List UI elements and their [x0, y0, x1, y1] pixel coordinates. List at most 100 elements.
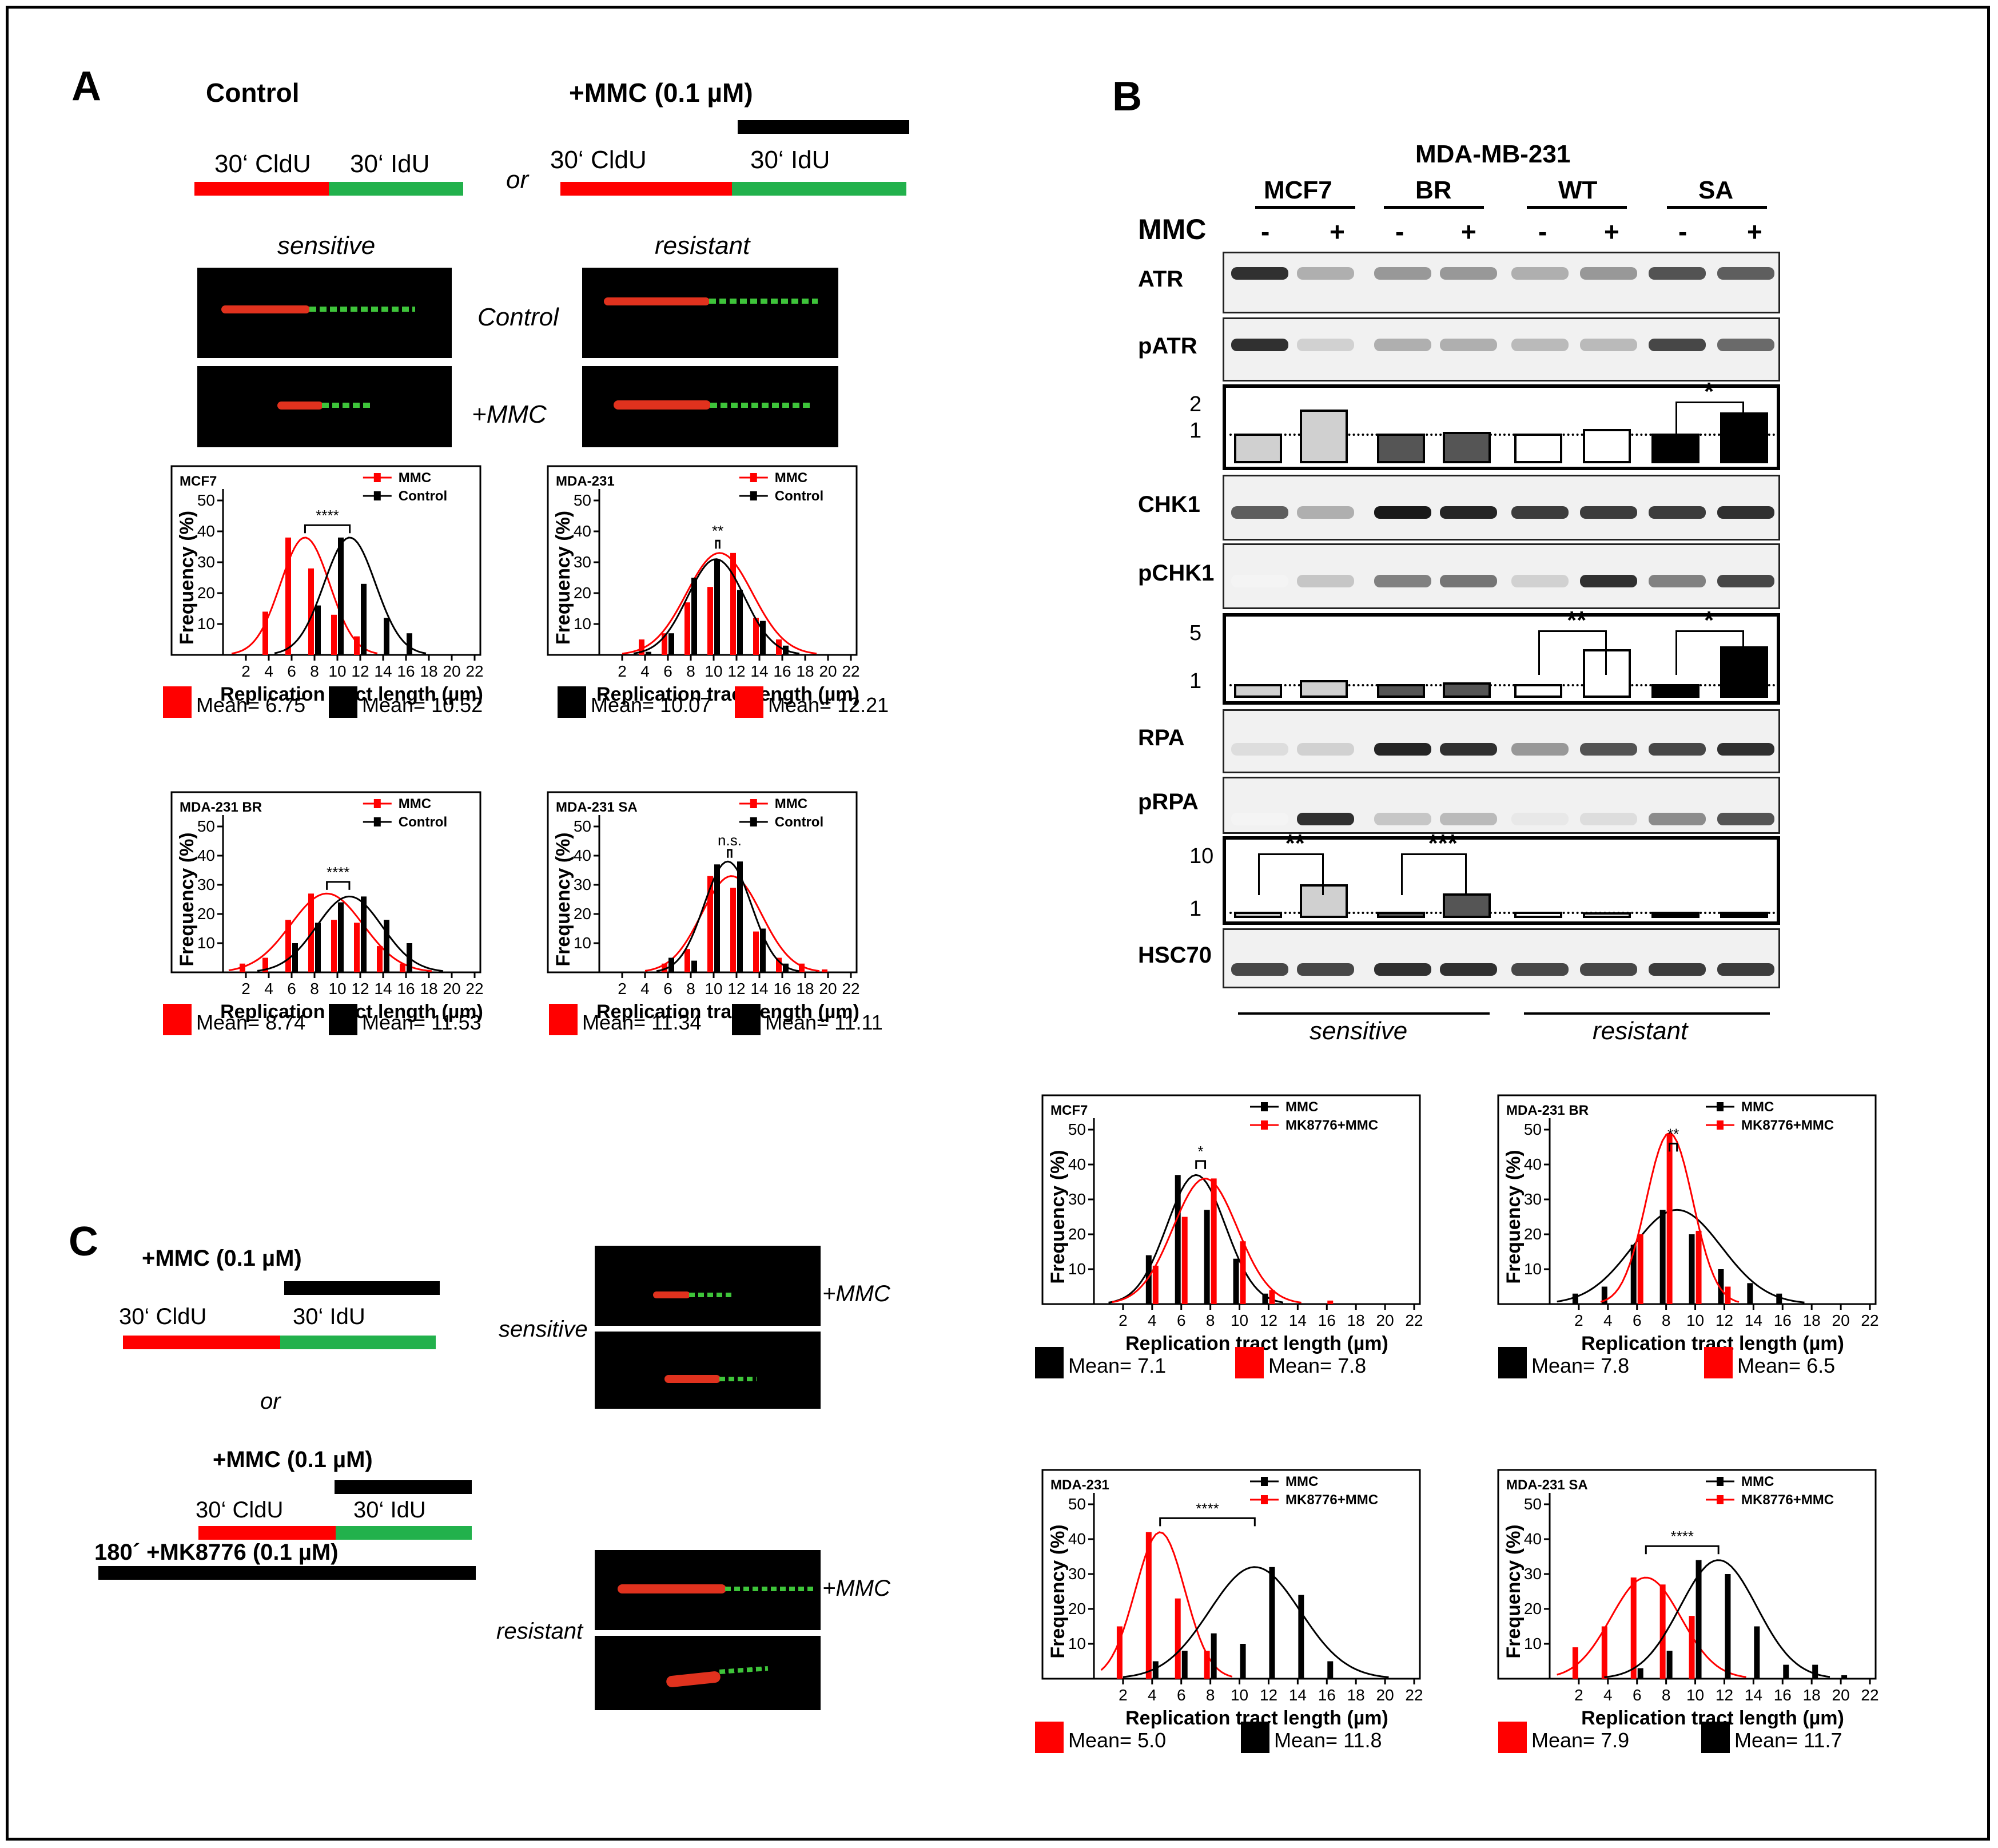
gaussian-fit: [1100, 1531, 1233, 1678]
blot-band: [1231, 267, 1288, 280]
blot-band: [1649, 575, 1706, 587]
histogram-bar: [285, 537, 291, 655]
c-fiber-sensitive-1: [595, 1246, 821, 1326]
histogram-bar: [684, 949, 690, 972]
x-tick-label: 2: [241, 662, 250, 680]
histogram-bar: [760, 621, 766, 655]
x-tick-label: 20: [1376, 1686, 1394, 1704]
histogram-bar: [1327, 1300, 1334, 1304]
sig-bracket: [727, 849, 733, 858]
mean-swatch: [1241, 1722, 1269, 1753]
legend-label: MMC: [399, 470, 431, 486]
blot-label: CHK1: [1138, 491, 1200, 517]
mean-swatch: [163, 686, 192, 718]
chart-a1: MCF7 MMC Control 10 20 30 40 50 2 4 6 8 10 12 14 16 18 20…: [163, 465, 484, 718]
mean-label: Mean= 11.34: [582, 1011, 702, 1034]
x-tick-label: 14: [374, 662, 392, 680]
y-tick-label: 50: [574, 491, 591, 509]
x-tick-label: 10: [705, 980, 722, 997]
x-tick-label: 18: [796, 980, 814, 997]
sig-label: **: [712, 522, 723, 539]
axis-tick: 1: [1189, 896, 1202, 921]
blot-band: [1511, 267, 1569, 280]
histogram-bar: [1175, 1175, 1181, 1304]
x-tick-label: 22: [465, 662, 483, 680]
y-tick-label: 40: [574, 522, 591, 540]
blot-band: [1511, 575, 1569, 587]
c-mmc-label-1: +MMC (0.1 µM): [142, 1246, 302, 1271]
y-tick-label: 30: [1068, 1565, 1086, 1583]
x-axis-label: Replication tract length (µm): [596, 683, 859, 705]
x-tick-label: 14: [1745, 1312, 1762, 1329]
blot-band: [1374, 267, 1431, 280]
b-sensitive-label: sensitive: [1310, 1017, 1408, 1045]
blot-strip: [1223, 475, 1780, 541]
x-tick-label: 16: [1774, 1312, 1792, 1329]
blot-band: [1511, 339, 1569, 351]
histogram-bar: [1630, 1577, 1637, 1679]
axis-tick: 1: [1189, 418, 1202, 443]
blot-band: [1649, 506, 1706, 519]
y-tick-label: 30: [574, 553, 591, 571]
x-tick-label: 16: [1318, 1686, 1336, 1704]
x-tick-label: 20: [443, 980, 460, 997]
sig-bracket: [1675, 630, 1744, 675]
fiber-image-resistant-mmc: [582, 366, 838, 447]
legend-label: Control: [399, 488, 447, 504]
quant-bar: [1234, 911, 1282, 918]
idu-bar-2: [732, 182, 906, 196]
x-tick-label: 6: [1633, 1312, 1642, 1329]
legend-label: MK8776+MMC: [1741, 1492, 1834, 1508]
mean-swatch: [1701, 1722, 1730, 1753]
x-tick-label: 22: [842, 980, 859, 997]
legend-label: MMC: [1741, 1474, 1774, 1489]
histogram-bar: [354, 636, 360, 655]
x-tick-label: 12: [351, 662, 369, 680]
x-tick-label: 10: [328, 662, 346, 680]
x-tick-label: 18: [796, 662, 814, 680]
histogram-bar: [1327, 1661, 1334, 1679]
mean-swatch: [1498, 1347, 1527, 1378]
x-tick-label: 2: [618, 980, 627, 997]
gaussian-fit: [633, 558, 800, 655]
x-tick-label: 6: [1177, 1312, 1186, 1329]
cldu-bar-2: [560, 182, 732, 196]
y-tick-label: 20: [574, 584, 591, 602]
fiber-image-sensitive-mmc: [197, 366, 452, 447]
x-tick-label: 4: [1148, 1312, 1157, 1329]
x-tick-label: 12: [1716, 1312, 1733, 1329]
x-tick-label: 14: [1289, 1686, 1307, 1704]
histogram-bar: [1747, 1283, 1753, 1304]
y-axis-label: Frequency (%): [176, 832, 198, 966]
y-tick-label: 10: [1524, 1635, 1542, 1652]
histogram-bar: [822, 969, 827, 972]
legend-marker: [1717, 1102, 1724, 1111]
chart-title: MDA-231 BR: [1506, 1103, 1589, 1118]
mean-swatch: [163, 1004, 192, 1035]
y-axis-label: Frequency (%): [1503, 1524, 1525, 1658]
blot-strip: [1223, 709, 1780, 773]
x-tick-label: 14: [1289, 1312, 1307, 1329]
x-tick-label: 8: [1206, 1686, 1215, 1704]
mean-swatch: [329, 1004, 357, 1035]
blot-band: [1649, 813, 1706, 825]
x-tick-label: 16: [1318, 1312, 1336, 1329]
mean-label: Mean= 7.8: [1531, 1354, 1629, 1377]
y-tick-label: 40: [1524, 1155, 1542, 1173]
y-tick-label: 20: [1524, 1600, 1542, 1618]
figure-border: [6, 6, 1990, 1841]
blot-band: [1717, 575, 1774, 587]
histogram-bar: [1233, 1258, 1239, 1304]
x-tick-label: 20: [819, 980, 837, 997]
histogram-bar: [1269, 1567, 1275, 1679]
histogram-bar: [1725, 1574, 1731, 1679]
blot-band: [1580, 963, 1637, 976]
y-tick-label: 10: [197, 934, 215, 952]
a-idu-label-2: 30‘ IdU: [750, 146, 830, 174]
blot-band: [1580, 267, 1637, 280]
mean-swatch: [1704, 1347, 1733, 1378]
histogram-bar: [730, 553, 736, 655]
legend-label: MMC: [1285, 1099, 1318, 1115]
sig-label: ****: [316, 507, 339, 524]
legend-label: MMC: [1741, 1099, 1774, 1115]
